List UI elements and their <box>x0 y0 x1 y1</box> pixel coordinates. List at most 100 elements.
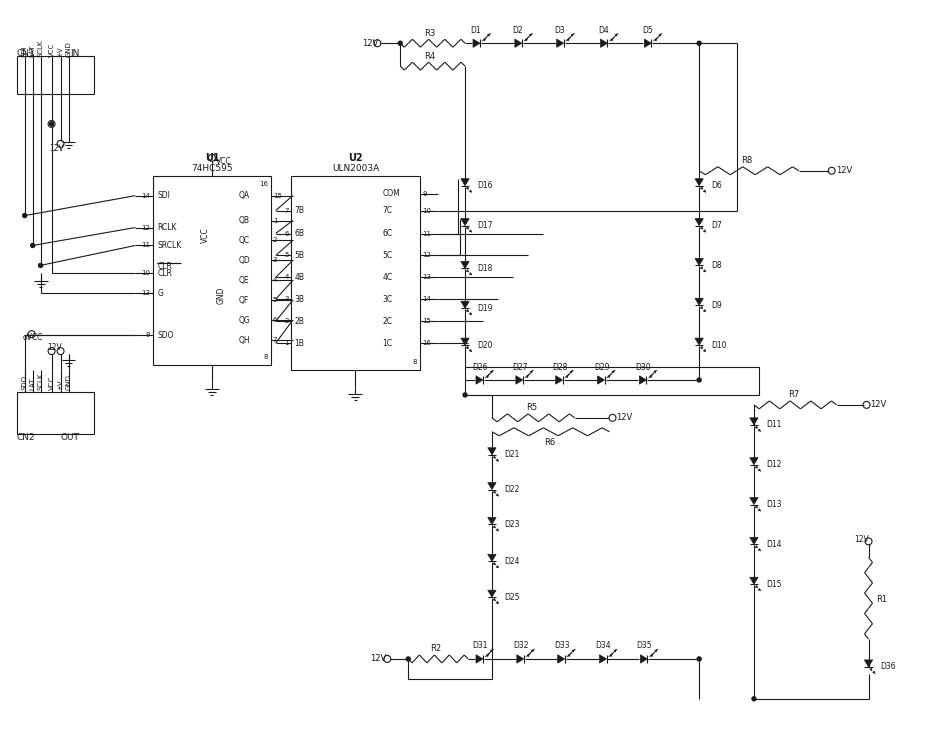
Circle shape <box>374 39 381 47</box>
Circle shape <box>57 348 64 355</box>
Text: VCC: VCC <box>201 228 209 244</box>
Text: LAT: LAT <box>29 45 36 57</box>
Circle shape <box>30 244 35 247</box>
Text: R3: R3 <box>425 29 436 38</box>
Text: D7: D7 <box>711 221 722 230</box>
Text: 12V: 12V <box>835 166 852 175</box>
Bar <box>17 56 95 94</box>
Text: D36: D36 <box>881 662 896 671</box>
Text: SDI: SDI <box>22 45 27 57</box>
Text: D30: D30 <box>636 363 651 372</box>
Polygon shape <box>488 518 496 524</box>
Text: GND: GND <box>217 287 225 304</box>
Text: SDO: SDO <box>157 331 174 340</box>
Text: R5: R5 <box>526 403 537 413</box>
Text: 5: 5 <box>285 253 289 259</box>
Text: 4: 4 <box>285 274 289 280</box>
Polygon shape <box>750 457 758 465</box>
Polygon shape <box>461 261 469 268</box>
Polygon shape <box>556 39 564 48</box>
Text: D34: D34 <box>596 641 611 650</box>
Text: D10: D10 <box>711 340 727 349</box>
Circle shape <box>384 656 391 662</box>
Text: D21: D21 <box>504 450 519 459</box>
Text: QC: QC <box>239 236 250 245</box>
Text: VCC: VCC <box>48 43 55 57</box>
Text: QD: QD <box>239 256 251 265</box>
Text: LAT: LAT <box>29 378 36 390</box>
Text: CN1: CN1 <box>17 48 35 57</box>
Polygon shape <box>750 537 758 545</box>
Text: 7C: 7C <box>382 206 393 215</box>
Text: 9: 9 <box>146 332 150 338</box>
Text: 12V: 12V <box>854 535 869 544</box>
Text: R1: R1 <box>877 595 887 603</box>
Text: ULN2003A: ULN2003A <box>332 164 379 174</box>
Text: +V: +V <box>58 379 63 390</box>
Bar <box>465 367 759 395</box>
Text: 12: 12 <box>422 253 431 259</box>
Text: 12V: 12V <box>49 145 64 153</box>
Text: 8: 8 <box>412 359 417 365</box>
Text: 12V: 12V <box>362 39 378 48</box>
Circle shape <box>697 41 701 45</box>
Polygon shape <box>461 301 469 308</box>
Text: R4: R4 <box>425 51 436 60</box>
Text: 7: 7 <box>284 208 289 214</box>
Text: 1: 1 <box>284 340 289 346</box>
Polygon shape <box>600 655 606 663</box>
Circle shape <box>828 168 835 174</box>
Polygon shape <box>488 554 496 561</box>
Text: 9: 9 <box>422 191 427 197</box>
Text: 2C: 2C <box>382 317 393 326</box>
Text: D12: D12 <box>766 460 781 469</box>
Text: D8: D8 <box>711 261 722 270</box>
Text: 1: 1 <box>272 218 277 224</box>
Text: CN2: CN2 <box>17 434 35 443</box>
Text: RCLK: RCLK <box>157 223 177 232</box>
Text: 10: 10 <box>422 208 431 214</box>
Text: 16: 16 <box>259 181 268 187</box>
Circle shape <box>398 41 402 45</box>
Polygon shape <box>517 655 524 663</box>
Polygon shape <box>515 39 522 48</box>
Circle shape <box>463 393 467 397</box>
Text: R6: R6 <box>544 438 555 447</box>
Polygon shape <box>639 375 646 384</box>
Text: D14: D14 <box>766 540 781 549</box>
Text: 2: 2 <box>272 238 277 244</box>
Text: SCLK: SCLK <box>38 372 44 390</box>
Text: 4C: 4C <box>382 273 393 282</box>
Text: D18: D18 <box>477 264 492 273</box>
Text: QG: QG <box>239 316 251 325</box>
Polygon shape <box>640 655 647 663</box>
Text: QE: QE <box>239 276 250 285</box>
Text: D11: D11 <box>766 420 781 429</box>
Text: D15: D15 <box>766 580 781 589</box>
Text: 15: 15 <box>422 318 431 324</box>
Text: D1: D1 <box>471 26 482 35</box>
Text: CLR: CLR <box>157 269 172 278</box>
Text: 6C: 6C <box>382 229 393 238</box>
Polygon shape <box>601 39 607 48</box>
Text: D24: D24 <box>504 557 519 565</box>
Bar <box>153 176 271 365</box>
Text: SDI: SDI <box>157 191 170 200</box>
Polygon shape <box>644 39 652 48</box>
Text: oVCC: oVCC <box>23 332 44 342</box>
Polygon shape <box>750 577 758 584</box>
Text: VCC: VCC <box>48 375 55 390</box>
Polygon shape <box>516 375 523 384</box>
Text: 12V: 12V <box>870 400 886 410</box>
Circle shape <box>697 378 701 382</box>
Text: QH: QH <box>239 335 251 345</box>
Text: 11: 11 <box>141 242 150 249</box>
Circle shape <box>48 121 55 127</box>
Text: 11: 11 <box>422 230 431 236</box>
Text: GND: GND <box>65 41 72 57</box>
Polygon shape <box>558 655 565 663</box>
Text: D4: D4 <box>598 26 609 35</box>
Text: 13: 13 <box>422 274 431 280</box>
Circle shape <box>49 122 54 126</box>
Text: D17: D17 <box>477 221 493 230</box>
